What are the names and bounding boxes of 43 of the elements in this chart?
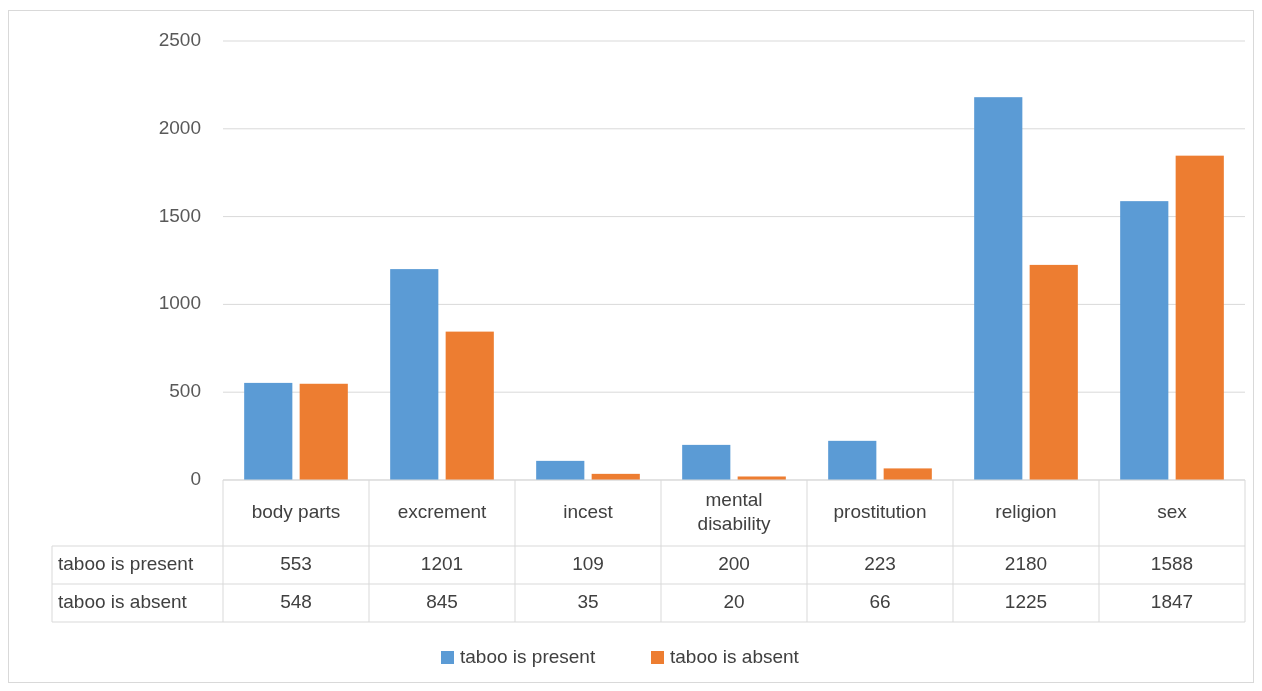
data-label: 66 (869, 591, 891, 613)
y-tick-label: 2500 (158, 29, 201, 51)
data-label: 35 (577, 591, 599, 613)
legend-label: taboo is present (460, 646, 596, 668)
data-label: 1201 (420, 553, 464, 575)
data-label: 20 (723, 591, 745, 613)
data-label: 553 (280, 553, 312, 575)
bar (1175, 155, 1224, 480)
data-label: 223 (864, 553, 896, 575)
data-label: 548 (280, 591, 312, 613)
data-label: 109 (572, 553, 604, 575)
data-label: 845 (426, 591, 458, 613)
bar (1029, 264, 1078, 480)
data-label: 200 (718, 553, 750, 575)
text: taboo is absent (58, 591, 187, 613)
data-label: 1588 (1150, 553, 1194, 575)
y-tick-label: 2000 (158, 116, 201, 138)
x-tick-label: body parts (251, 501, 341, 523)
x-tick-label: sex (1157, 501, 1188, 523)
x-tick-label: incest (563, 501, 614, 523)
bar (244, 382, 293, 480)
legend-label: taboo is absent (670, 646, 800, 668)
x-tick-label: mental disability (697, 489, 771, 535)
x-tick-label: excrement (397, 501, 488, 523)
data-label: 1225 (1004, 591, 1048, 613)
bar (883, 468, 932, 480)
x-tick-label: religion (995, 501, 1057, 523)
bar (536, 460, 585, 480)
y-tick-label: 1500 (158, 204, 201, 226)
bar (445, 331, 494, 480)
data-label: 2180 (1004, 553, 1048, 575)
y-tick-label: 1000 (158, 292, 201, 314)
x-tick-label: prostitution (833, 501, 927, 523)
bar (1120, 201, 1169, 480)
bar (299, 383, 348, 480)
bar (974, 97, 1023, 480)
data-label: 1847 (1150, 591, 1194, 613)
bar (828, 440, 877, 480)
y-tick-label: 0 (190, 468, 201, 490)
bar (682, 444, 731, 480)
bar (390, 269, 439, 480)
text: taboo is present (58, 553, 194, 575)
y-tick-label: 500 (169, 380, 201, 402)
